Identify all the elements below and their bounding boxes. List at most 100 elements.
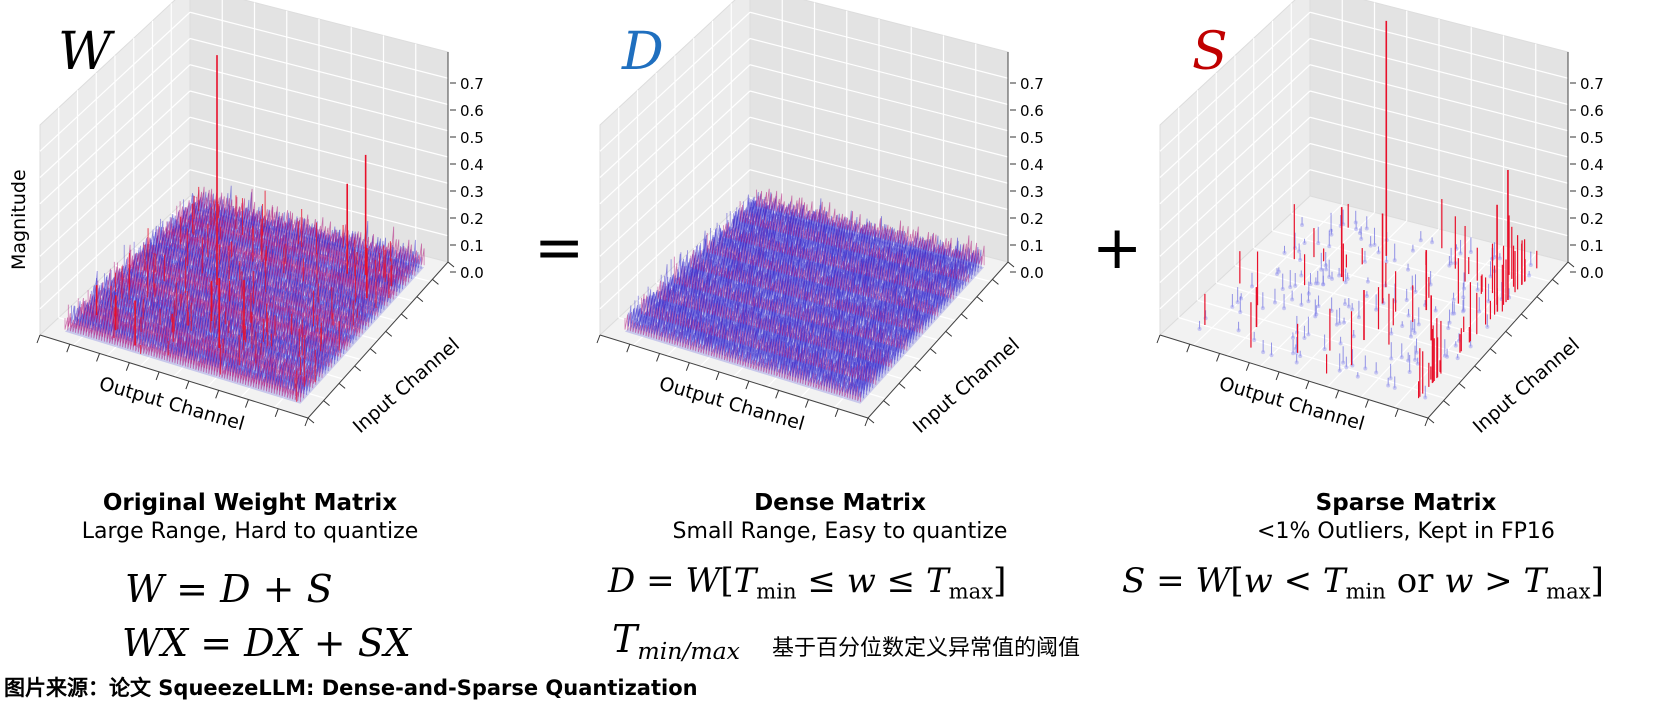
tick-mark xyxy=(1427,417,1435,424)
sparse-point xyxy=(1337,321,1342,326)
grid-line xyxy=(599,143,751,283)
surface-row xyxy=(667,268,901,358)
axis-line xyxy=(1427,261,1569,419)
axis-line xyxy=(39,334,309,419)
surface-row xyxy=(736,206,966,286)
grid-line xyxy=(1159,64,1311,205)
grid-line xyxy=(749,11,1009,79)
sparse-point xyxy=(1445,354,1450,359)
sparse-point xyxy=(1386,383,1391,388)
surface-row xyxy=(746,196,976,276)
sparse-point xyxy=(1415,361,1420,366)
sparse-point xyxy=(1446,326,1451,331)
grid-line xyxy=(1159,38,1311,178)
grid-line xyxy=(749,90,1009,158)
z-tick-label: 0.3 xyxy=(460,183,484,201)
grid-line xyxy=(1309,37,1569,106)
surface-row xyxy=(683,254,917,341)
z-tick-label: 0.3 xyxy=(1580,183,1604,201)
caption-original: Original Weight Matrix Large Range, Hard… xyxy=(40,488,460,546)
tick-mark xyxy=(1458,382,1466,389)
z-tick-label: 0.0 xyxy=(1580,264,1604,282)
caption-dense: Dense Matrix Small Range, Easy to quanti… xyxy=(630,488,1050,546)
image-source: 图片来源：论文 SqueezeLLM: Dense-and-Sparse Qua… xyxy=(4,676,698,700)
z-tick-label: 0.7 xyxy=(460,75,484,93)
sparse-point xyxy=(1458,251,1463,256)
surface-row xyxy=(160,218,391,303)
sparse-point xyxy=(1294,360,1299,365)
formula-w-eq-d-plus-s: W = D + S xyxy=(125,567,333,611)
tick-mark xyxy=(715,371,720,381)
tick-mark xyxy=(1335,390,1340,399)
sparse-point xyxy=(1250,284,1255,289)
grid-line xyxy=(189,64,449,132)
sparse-point xyxy=(1238,310,1243,315)
tick-mark xyxy=(685,362,690,371)
sparse-point xyxy=(1272,300,1277,305)
grid-line xyxy=(599,38,751,178)
sparse-point xyxy=(1197,326,1202,331)
z-tick-label: 0.1 xyxy=(1580,237,1604,255)
surface-row xyxy=(169,213,400,293)
z-tick-label: 0.2 xyxy=(460,210,484,228)
sparse-point xyxy=(1389,331,1394,336)
sparse-point xyxy=(1353,220,1358,225)
formula-threshold: Tmin/max xyxy=(612,617,740,666)
caption-subtitle: Small Range, Easy to quantize xyxy=(672,519,1008,544)
surface-row xyxy=(196,186,425,266)
sparse-point xyxy=(1291,351,1296,356)
sparse-point xyxy=(1282,306,1287,311)
sparse-point xyxy=(1342,320,1347,325)
z-tick-label: 0.1 xyxy=(460,237,484,255)
axis-line xyxy=(599,334,869,419)
sparse-point xyxy=(1477,309,1482,314)
grid-line xyxy=(189,116,449,184)
tick-mark xyxy=(1305,380,1310,390)
sparse-point xyxy=(1300,223,1305,228)
sparse-point xyxy=(1447,320,1452,325)
grid-line xyxy=(599,11,751,152)
sparse-point xyxy=(1337,368,1342,373)
sparse-point xyxy=(1313,314,1318,319)
surface-row xyxy=(143,237,375,320)
sparse-point xyxy=(1308,282,1313,287)
sparse-point xyxy=(1299,273,1304,278)
sparse-point xyxy=(1329,308,1334,313)
axis-line xyxy=(1159,334,1429,419)
grid-line xyxy=(39,11,191,152)
sparse-point xyxy=(1323,263,1328,268)
sparse-point xyxy=(1413,289,1418,294)
tick-mark xyxy=(1443,400,1450,407)
grid-line xyxy=(1309,64,1569,132)
sparse-point xyxy=(1528,263,1533,268)
surface-row xyxy=(627,305,864,399)
sparse-point xyxy=(1416,322,1421,327)
z-tick-label: 0.2 xyxy=(1580,210,1604,228)
tick-mark xyxy=(596,334,601,344)
sparse-point xyxy=(1282,250,1287,255)
sparse-point xyxy=(1299,302,1304,307)
surface-spikes xyxy=(624,188,985,404)
tick-mark xyxy=(1007,261,1015,268)
sparse-point xyxy=(1341,360,1346,365)
sparse-point xyxy=(1327,274,1332,279)
grid-line xyxy=(39,116,191,257)
surface-row xyxy=(87,290,323,378)
tick-mark xyxy=(323,400,330,407)
z-tick-label: 0.7 xyxy=(1020,75,1044,93)
grid-line xyxy=(1159,143,1311,283)
surface-row xyxy=(71,305,307,395)
formula-wx-eq-dx-plus-sx: WX = DX + SX xyxy=(122,621,411,665)
sparse-point xyxy=(1404,298,1409,303)
sparse-point xyxy=(1406,267,1411,272)
grid-line xyxy=(1309,90,1569,158)
sparse-point xyxy=(1365,279,1370,284)
caption-subtitle: <1% Outliers, Kept in FP16 xyxy=(1257,519,1555,544)
z-tick-label: 0.3 xyxy=(1020,183,1044,201)
tick-mark xyxy=(96,353,101,362)
sparse-point xyxy=(1406,313,1411,318)
tick-mark xyxy=(447,261,455,268)
